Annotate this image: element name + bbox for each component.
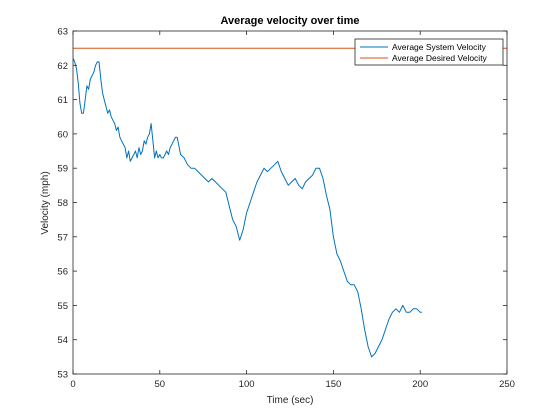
- y-tick-label: 57: [57, 232, 68, 243]
- x-tick-label: 0: [70, 379, 75, 390]
- y-tick-label: 62: [57, 61, 68, 72]
- y-tick-label: 53: [57, 370, 68, 381]
- series-line-1: [73, 58, 422, 358]
- chart-title: Average velocity over time: [221, 15, 360, 27]
- legend-entry-1: Average System Velocity: [392, 42, 487, 52]
- plot-area: [73, 31, 507, 374]
- x-tick-label: 250: [499, 379, 515, 390]
- x-tick-label: 200: [412, 379, 428, 390]
- y-tick-label: 56: [57, 267, 68, 278]
- y-tick-label: 55: [57, 301, 68, 312]
- x-tick-label: 50: [155, 379, 166, 390]
- y-tick-label: 58: [57, 198, 68, 209]
- legend-box: [354, 38, 504, 66]
- plot-background: [73, 31, 507, 374]
- ticks-layer: 0 50 100 150 200 250 53 54 55 56 57 58 59 60 61 62 63: [57, 27, 515, 391]
- y-axis-label: Velocity (mph): [40, 171, 51, 234]
- y-tick-label: 60: [57, 129, 68, 140]
- legend-entry-2: Average Desired Velocity: [392, 53, 488, 63]
- x-tick-label: 150: [325, 379, 341, 390]
- x-axis-label: Time (sec): [267, 395, 314, 406]
- y-tick-label: 63: [57, 27, 68, 38]
- y-tick-label: 61: [57, 95, 68, 106]
- y-tick-label: 54: [57, 335, 68, 346]
- x-tick-label: 100: [239, 379, 255, 390]
- y-tick-label: 59: [57, 164, 68, 175]
